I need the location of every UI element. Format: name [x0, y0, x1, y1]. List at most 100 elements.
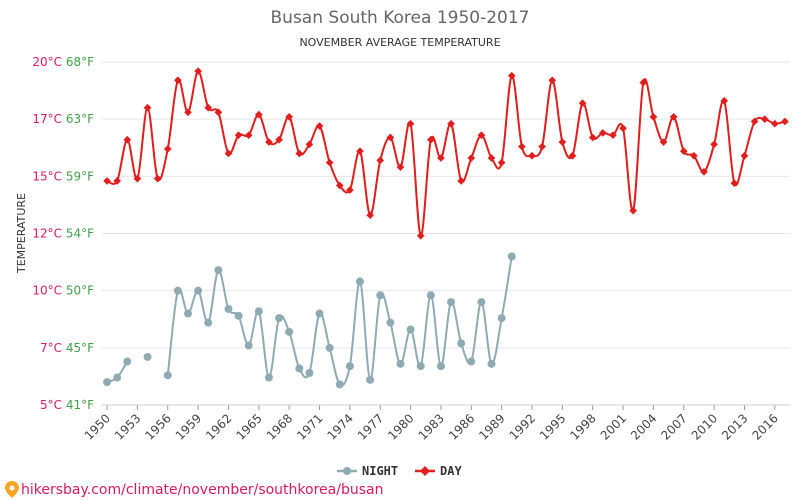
- data-point-night[interactable]: [285, 327, 294, 336]
- data-point-day[interactable]: [103, 177, 111, 185]
- data-point-day[interactable]: [679, 147, 688, 155]
- data-point-night[interactable]: [143, 352, 152, 361]
- data-point-day[interactable]: [588, 133, 597, 142]
- data-point-night[interactable]: [467, 357, 476, 366]
- legend-day[interactable]: DAY: [415, 464, 462, 478]
- data-point-day[interactable]: [771, 119, 779, 128]
- data-point-day[interactable]: [123, 135, 132, 144]
- data-point-day[interactable]: [730, 179, 739, 188]
- data-point-night[interactable]: [416, 362, 425, 371]
- data-point-day[interactable]: [174, 76, 182, 85]
- data-point-day[interactable]: [639, 78, 648, 87]
- data-point-day[interactable]: [548, 76, 557, 85]
- data-point-day[interactable]: [760, 115, 769, 123]
- legend-day-marker: [420, 466, 430, 476]
- data-point-day[interactable]: [497, 158, 506, 167]
- data-point-night[interactable]: [194, 286, 203, 295]
- data-point-night[interactable]: [305, 368, 314, 377]
- data-point-night[interactable]: [376, 291, 385, 300]
- data-point-night[interactable]: [244, 341, 253, 350]
- data-point-day[interactable]: [457, 177, 465, 185]
- data-point-day[interactable]: [578, 99, 587, 107]
- footer[interactable]: hikersbay.com/climate/november/southkore…: [5, 481, 383, 498]
- data-point-night[interactable]: [487, 359, 496, 368]
- data-point-day[interactable]: [275, 135, 283, 144]
- data-point-night[interactable]: [436, 362, 445, 371]
- data-point-night[interactable]: [173, 286, 182, 295]
- data-point-day[interactable]: [528, 151, 536, 160]
- x-tick-label: 2013: [719, 411, 750, 442]
- data-point-day[interactable]: [700, 167, 708, 176]
- map-pin-icon: [5, 481, 19, 498]
- data-point-night[interactable]: [366, 375, 375, 384]
- legend-night-label: NIGHT: [362, 464, 398, 478]
- data-point-day[interactable]: [467, 154, 476, 162]
- data-point-day[interactable]: [558, 138, 567, 146]
- data-point-day[interactable]: [619, 124, 627, 133]
- chart-subtitle: NOVEMBER AVERAGE TEMPERATURE: [299, 36, 500, 49]
- data-point-night[interactable]: [254, 307, 263, 316]
- data-point-day[interactable]: [518, 142, 526, 151]
- data-point-night[interactable]: [184, 309, 192, 318]
- data-point-night[interactable]: [234, 311, 243, 320]
- data-point-night[interactable]: [264, 373, 273, 382]
- data-point-day[interactable]: [781, 117, 789, 126]
- data-point-day[interactable]: [153, 174, 162, 183]
- x-tick-label: 1977: [355, 411, 386, 442]
- data-point-night[interactable]: [335, 380, 344, 389]
- data-point-night[interactable]: [406, 325, 415, 334]
- data-point-day[interactable]: [194, 67, 202, 75]
- data-point-day[interactable]: [163, 145, 172, 153]
- data-point-day[interactable]: [629, 206, 637, 215]
- data-point-night[interactable]: [507, 252, 516, 261]
- series-day: [103, 67, 789, 240]
- data-point-night[interactable]: [356, 277, 364, 286]
- data-point-day[interactable]: [538, 142, 546, 151]
- data-point-night[interactable]: [477, 298, 486, 307]
- data-point-day[interactable]: [740, 151, 749, 160]
- data-point-night[interactable]: [497, 314, 506, 323]
- data-point-night[interactable]: [113, 373, 122, 382]
- data-point-day[interactable]: [477, 131, 486, 139]
- data-point-night[interactable]: [315, 309, 324, 318]
- y-tick-label: 20°C 68°F: [32, 55, 94, 69]
- data-point-night[interactable]: [345, 362, 354, 371]
- data-point-night[interactable]: [214, 266, 223, 275]
- x-tick-label: 1989: [476, 411, 507, 442]
- data-point-night[interactable]: [325, 343, 334, 352]
- data-point-day[interactable]: [315, 122, 324, 130]
- data-point-day[interactable]: [720, 97, 729, 105]
- legend-night[interactable]: NIGHT: [337, 464, 398, 478]
- data-point-day[interactable]: [244, 131, 253, 139]
- data-point-night[interactable]: [295, 364, 304, 373]
- data-point-day[interactable]: [507, 71, 516, 80]
- data-point-night[interactable]: [163, 371, 172, 380]
- data-point-night[interactable]: [224, 304, 233, 313]
- data-point-day[interactable]: [143, 103, 152, 112]
- data-point-night[interactable]: [103, 378, 112, 387]
- data-point-day[interactable]: [376, 156, 385, 165]
- data-point-night[interactable]: [204, 318, 213, 327]
- grid-lines: [102, 61, 790, 410]
- data-point-night[interactable]: [386, 318, 395, 327]
- series-night: [103, 252, 516, 389]
- data-point-night[interactable]: [123, 357, 132, 366]
- footer-url[interactable]: hikersbay.com/climate/november/southkore…: [21, 482, 383, 498]
- data-point-day[interactable]: [609, 131, 617, 139]
- data-point-night[interactable]: [457, 339, 466, 348]
- data-point-day[interactable]: [710, 140, 718, 149]
- data-point-day[interactable]: [599, 129, 607, 137]
- data-point-night[interactable]: [447, 298, 456, 307]
- data-point-day[interactable]: [659, 138, 668, 146]
- x-tick-label: 1974: [325, 411, 356, 442]
- data-point-day[interactable]: [295, 149, 304, 158]
- data-point-day[interactable]: [325, 158, 334, 167]
- data-point-night[interactable]: [275, 314, 284, 323]
- data-point-night[interactable]: [426, 291, 435, 300]
- data-point-day[interactable]: [568, 151, 577, 160]
- data-point-night[interactable]: [396, 359, 405, 368]
- data-point-day[interactable]: [305, 140, 314, 149]
- data-point-day[interactable]: [750, 117, 759, 126]
- x-tick-label: 1965: [233, 411, 264, 442]
- data-point-day[interactable]: [113, 177, 121, 185]
